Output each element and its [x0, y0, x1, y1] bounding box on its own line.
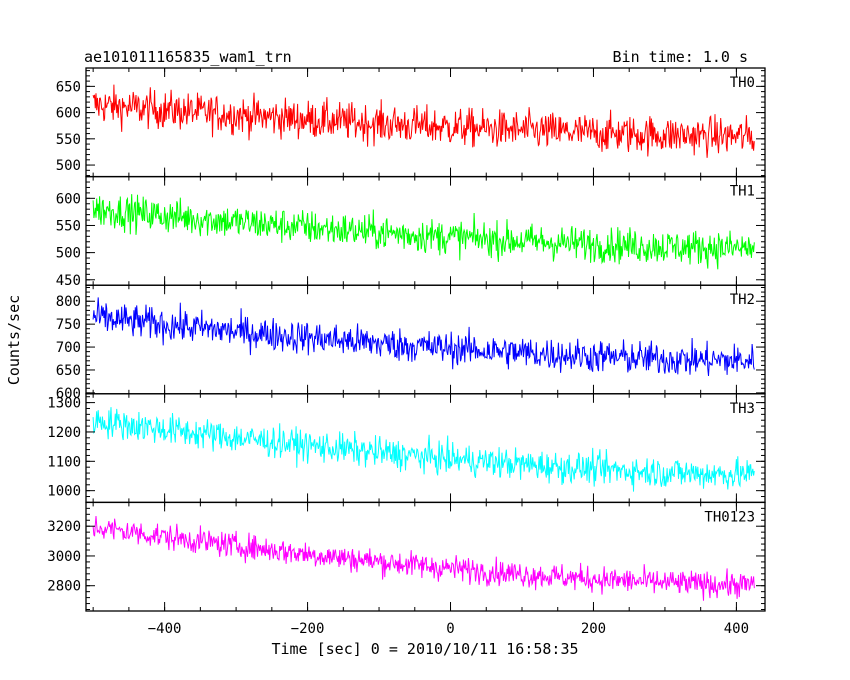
- bin-time-label: Bin time: 1.0 s: [613, 48, 748, 66]
- panel-th1: 450 500 550 600 TH1: [56, 175, 766, 289]
- y-tick-label: 550: [56, 132, 81, 148]
- series-line-th3: [92, 407, 755, 492]
- x-tick-label: −400: [148, 621, 182, 637]
- y-tick-label: 1100: [47, 454, 81, 470]
- panel-frame: [85, 501, 766, 612]
- y-tick-label: 650: [56, 363, 81, 379]
- panel-th0: 500 550 600 650 TH0: [56, 67, 766, 178]
- y-axis-label: Counts/sec: [5, 295, 23, 385]
- y-tick-label: 3200: [47, 519, 81, 535]
- y-tick-label: 500: [56, 158, 81, 174]
- panels-group: 500 550 600 650 TH0 450 500 550 600 TH1 600 650 700 7…: [47, 67, 766, 612]
- panel-label-th3: TH3: [730, 401, 755, 417]
- panel-label-th0123: TH0123: [704, 509, 755, 525]
- panel-label-th0: TH0: [730, 75, 755, 91]
- x-tick-label: 400: [724, 621, 749, 637]
- panel-th3: 1000 1100 1200 1300 TH3: [47, 393, 766, 504]
- x-tick-label: −200: [291, 621, 325, 637]
- chart-title: ae101011165835_wam1_trn: [84, 48, 292, 66]
- y-tick-label: 600: [56, 191, 81, 207]
- y-tick-label: 550: [56, 218, 81, 234]
- y-tick-label: 600: [56, 106, 81, 122]
- panel-frame: [85, 175, 766, 286]
- x-tick-label: 200: [581, 621, 606, 637]
- panel-th0123: 2800 3000 3200 TH0123: [47, 501, 766, 612]
- panel-label-th2: TH2: [730, 292, 755, 308]
- x-axis: −400 −200 0 200 400: [148, 621, 749, 637]
- y-tick-label: 1200: [47, 425, 81, 441]
- y-tick-label: 750: [56, 317, 81, 333]
- y-tick-label: 700: [56, 340, 81, 356]
- y-tick-label: 450: [56, 273, 81, 289]
- y-tick-label: 1300: [47, 396, 81, 412]
- panel-frame: [85, 284, 766, 395]
- panel-th2: 600 650 700 750 800 TH2: [56, 284, 766, 402]
- panel-label-th1: TH1: [730, 184, 755, 200]
- y-tick-label: 3000: [47, 549, 81, 565]
- series-line-th0123: [92, 516, 755, 601]
- y-tick-label: 650: [56, 79, 81, 95]
- y-tick-label: 500: [56, 246, 81, 262]
- y-tick-label: 600: [56, 386, 81, 402]
- y-tick-label: 1000: [47, 484, 81, 500]
- y-tick-label: 2800: [47, 579, 81, 595]
- series-line-th0: [92, 84, 755, 158]
- x-tick-label: 0: [446, 621, 454, 637]
- y-tick-label: 800: [56, 294, 81, 310]
- series-line-th2: [92, 297, 755, 377]
- x-axis-label: Time [sec] 0 = 2010/10/11 16:58:35: [271, 640, 578, 658]
- series-line-th1: [92, 194, 755, 270]
